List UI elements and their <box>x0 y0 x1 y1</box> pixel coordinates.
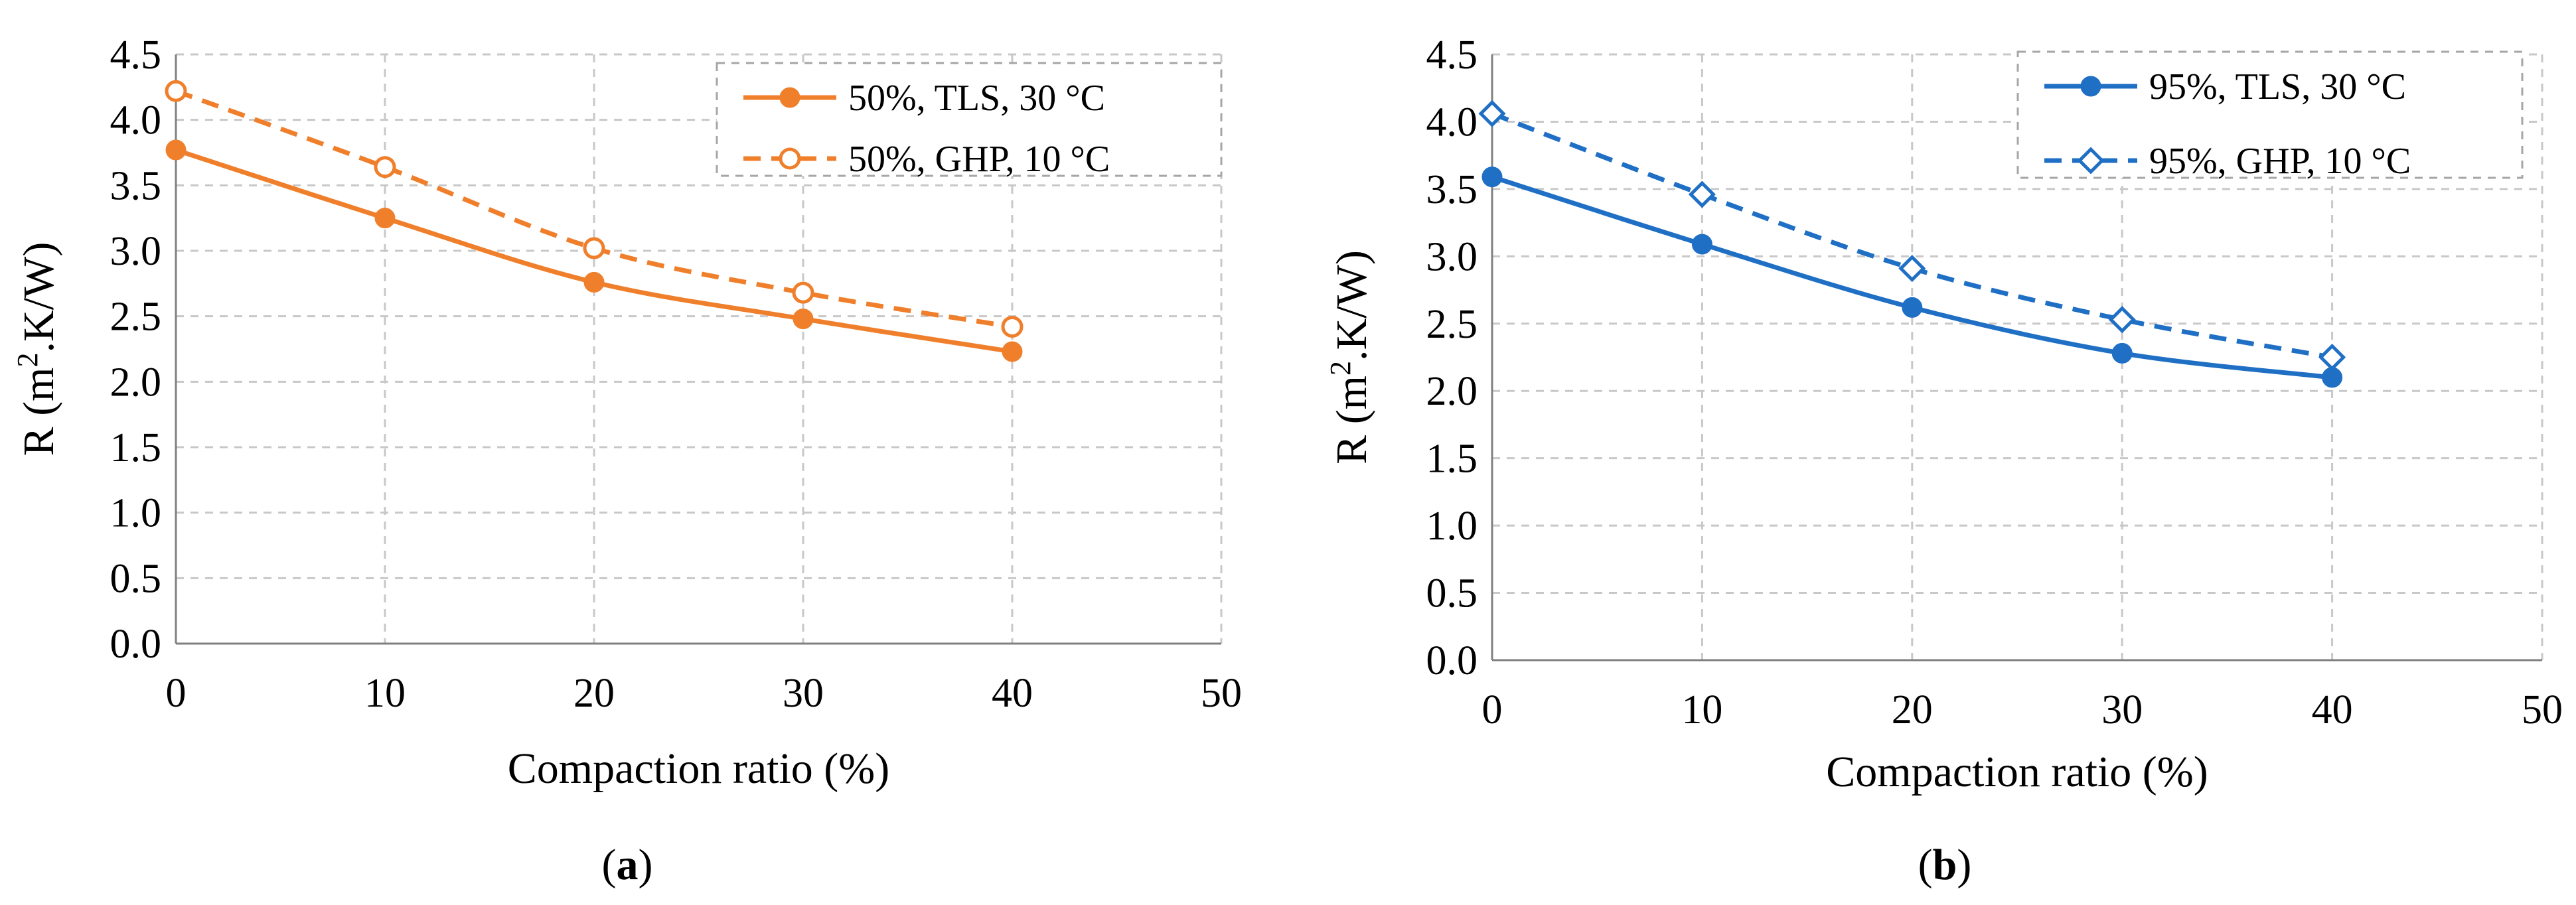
x-tick-label: 0 <box>166 671 187 716</box>
legend-marker-2 <box>2077 147 2105 174</box>
data-point <box>583 237 605 259</box>
legend-label-1: 95%, TLS, 30 °C <box>2149 66 2406 107</box>
y-tick-label: 4.5 <box>1426 33 1478 78</box>
y-tick-label: 4.0 <box>110 98 162 143</box>
data-point <box>374 156 396 178</box>
y-tick-label: 1.0 <box>110 491 162 536</box>
y-tick-label: 4.5 <box>110 33 162 78</box>
x-tick-label: 20 <box>573 671 615 716</box>
y-axis-title-prefix: R (m <box>15 367 63 456</box>
data-point <box>2111 342 2133 364</box>
y-tick-label: 1.0 <box>1426 504 1478 549</box>
y-axis-title-suffix: .K/W) <box>15 242 63 353</box>
y-tick-label: 4.0 <box>1426 100 1478 145</box>
data-point <box>165 80 187 102</box>
y-axis-title-suffix: .K/W) <box>1327 250 1376 361</box>
chart-panel-b: 0.0 0.5 1.0 1.5 2.0 2.5 3.0 3.5 4.0 4.5 0 10 20 30 40 5… <box>1324 33 2563 889</box>
x-tick-label: 20 <box>1892 687 1933 732</box>
x-axis-title: Compaction ratio (%) <box>1826 748 2208 796</box>
x-axis-title: Compaction ratio (%) <box>508 744 890 793</box>
data-point <box>2322 367 2343 388</box>
y-tick-label: 0.5 <box>110 556 162 601</box>
y-tick-label: 2.0 <box>1426 369 1478 414</box>
y-tick-label: 3.5 <box>1426 167 1478 212</box>
y-axis-title-prefix: R (m <box>1327 376 1376 464</box>
y-tick-label: 2.5 <box>110 295 162 340</box>
data-point <box>1481 167 1503 188</box>
legend-marker-2 <box>779 147 801 170</box>
data-point <box>1691 234 1712 255</box>
y-tick-label: 3.0 <box>1426 234 1478 279</box>
legend-label-2: 95%, GHP, 10 °C <box>2149 141 2411 182</box>
y-axis-title: R (m2.K/W) <box>11 242 64 456</box>
y-tick-label: 0.0 <box>1426 638 1478 683</box>
y-tick-label: 3.0 <box>110 229 162 274</box>
y-axis-title-superscript: 2 <box>1324 361 1357 376</box>
legend: 50%, TLS, 30 °C 50%, GHP, 10 °C <box>716 62 1223 180</box>
x-tick-label: 30 <box>2101 687 2143 732</box>
data-point <box>2108 306 2136 334</box>
y-tick-label: 2.0 <box>110 360 162 405</box>
data-point <box>1002 341 1023 362</box>
panel-label-open: ( <box>1918 841 1933 889</box>
panel-label: (b) <box>1918 841 1972 889</box>
panel-label: (a) <box>602 841 653 889</box>
chart-panel-a: 0.0 0.5 1.0 1.5 2.0 2.5 3.0 3.5 4.0 4.5 0 10 20 30 40 5… <box>11 33 1243 889</box>
y-tick-label: 1.5 <box>1426 437 1478 482</box>
x-tick-label: 40 <box>2312 687 2353 732</box>
data-point <box>1688 180 1716 208</box>
data-point <box>1898 255 1926 283</box>
y-tick-label: 0.0 <box>110 622 162 667</box>
data-point <box>165 139 187 161</box>
data-point <box>1902 297 1923 318</box>
y-axis-title-superscript: 2 <box>11 352 44 367</box>
legend-label-2: 50%, GHP, 10 °C <box>848 139 1110 180</box>
data-point <box>2318 343 2346 372</box>
x-tick-label: 50 <box>1201 671 1242 716</box>
data-point <box>792 281 814 304</box>
data-point <box>793 309 814 330</box>
y-tick-label: 1.5 <box>110 425 162 470</box>
x-tick-label: 0 <box>1482 687 1503 732</box>
legend-box <box>2016 50 2524 179</box>
x-tick-label: 10 <box>1681 687 1722 732</box>
y-axis-title: R (m2.K/W) <box>1324 250 1377 464</box>
x-tick-label: 50 <box>2522 687 2563 732</box>
panel-label-close: ) <box>1957 841 1971 889</box>
x-tick-label: 40 <box>992 671 1033 716</box>
data-point <box>1001 315 1023 338</box>
legend: 95%, TLS, 30 °C 95%, GHP, 10 °C <box>2016 50 2524 182</box>
y-tick-label: 0.5 <box>1426 571 1478 616</box>
data-point <box>583 271 605 293</box>
panel-label-letter: a <box>617 841 639 889</box>
legend-marker-1 <box>2080 76 2101 97</box>
data-point <box>374 208 396 229</box>
panel-label-close: ) <box>639 841 653 889</box>
panel-label-open: ( <box>602 841 617 889</box>
panel-label-letter: b <box>1933 841 1957 889</box>
y-tick-label: 2.5 <box>1426 302 1478 347</box>
legend-marker-1 <box>779 87 800 108</box>
y-tick-label: 3.5 <box>110 163 162 208</box>
legend-label-1: 50%, TLS, 30 °C <box>848 78 1105 119</box>
data-point <box>1478 100 1506 127</box>
x-tick-label: 30 <box>783 671 824 716</box>
x-tick-label: 10 <box>364 671 406 716</box>
